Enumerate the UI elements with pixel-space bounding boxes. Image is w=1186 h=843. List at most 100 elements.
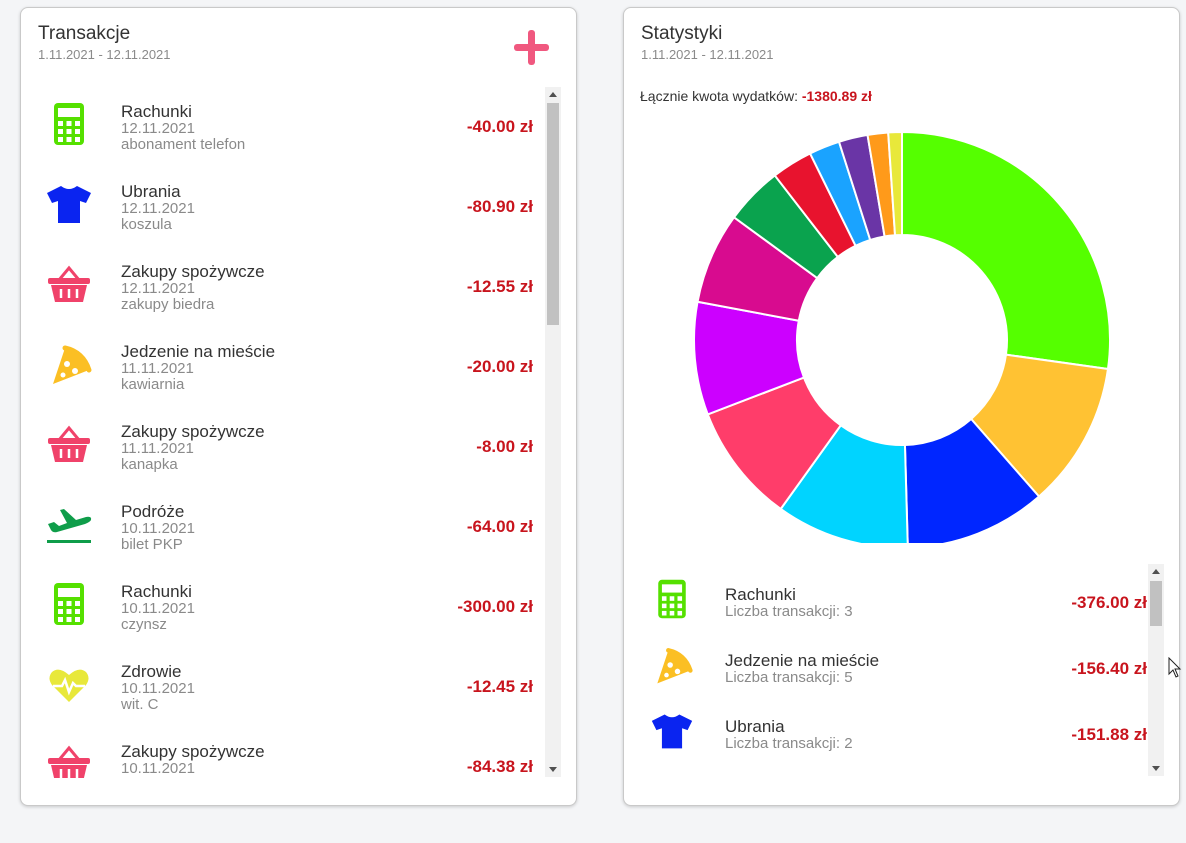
category-icon (650, 709, 694, 753)
basket-icon (48, 265, 90, 302)
category-name: Jedzenie na mieście (725, 651, 880, 670)
transaction-description: kanapka (121, 456, 178, 473)
total-expenses-value: -1380.89 zł (801, 88, 872, 104)
transactions-scrollbar[interactable] (545, 87, 561, 777)
transaction-category: Zakupy spożywcze (121, 262, 265, 281)
transaction-row[interactable]: Zakupy spożywcze 10.11.2021 -84.38 zł (21, 728, 544, 778)
transaction-category: Zdrowie (121, 662, 182, 681)
category-icon (45, 100, 93, 148)
transaction-category: Zakupy spożywcze (121, 742, 265, 761)
transaction-amount: -20.00 zł (466, 357, 533, 376)
category-icon (45, 660, 93, 708)
pizza-icon (53, 345, 92, 384)
transaction-date: 10.11.2021 (121, 520, 195, 537)
category-amount: -376.00 zł (1071, 593, 1147, 612)
basket-icon (48, 745, 90, 778)
transaction-amount: -64.00 zł (466, 517, 533, 536)
transaction-category: Jedzenie na mieście (121, 342, 276, 361)
transaction-date: 12.11.2021 (121, 280, 195, 297)
scroll-down-arrow[interactable] (1148, 760, 1164, 776)
heart-pulse-icon (49, 669, 89, 702)
transaction-category: Ubrania (121, 182, 181, 201)
transaction-category: Rachunki (121, 102, 192, 121)
category-icon (45, 500, 93, 548)
transaction-date: 10.11.2021 (121, 600, 195, 617)
transaction-description: abonament telefon (121, 136, 246, 153)
total-expenses: Łącznie kwota wydatków: -1380.89 zł (640, 88, 872, 104)
category-summary-list[interactable]: Rachunki Liczba transakcji: 3 -376.00 zł Je… (624, 564, 1147, 776)
transaction-category: Zakupy spożywcze (121, 422, 265, 441)
calculator-icon (54, 583, 84, 625)
category-scrollbar[interactable] (1148, 564, 1164, 776)
pizza-icon (657, 648, 693, 684)
transaction-amount: -40.00 zł (466, 117, 533, 136)
transaction-description: kawiarnia (121, 376, 185, 393)
transaction-row[interactable]: Ubrania 12.11.2021 koszula -80.90 zł (21, 168, 544, 248)
transaction-amount: -84.38 zł (466, 757, 533, 776)
tshirt-icon (651, 714, 693, 749)
transaction-row[interactable]: Rachunki 10.11.2021 czynsz -300.00 zł (21, 568, 544, 648)
transaction-row[interactable]: Zdrowie 10.11.2021 wit. C -12.45 zł (21, 648, 544, 728)
basket-icon (48, 425, 90, 462)
statistics-panel: Statystyki 1.11.2021 - 12.11.2021 Łączni… (623, 7, 1180, 806)
statistics-date-range: 1.11.2021 - 12.11.2021 (641, 47, 774, 62)
category-icon (45, 180, 93, 228)
expenses-donut-chart[interactable] (692, 123, 1112, 543)
donut-slice-3[interactable] (903, 417, 1041, 543)
transaction-row[interactable]: Rachunki 12.11.2021 abonament telefon -40.0… (21, 88, 544, 168)
transaction-description: zakupy biedra (121, 296, 215, 313)
scroll-thumb[interactable] (1150, 581, 1162, 626)
calculator-icon (54, 103, 84, 145)
transaction-date: 12.11.2021 (121, 200, 195, 217)
category-icon (650, 643, 694, 687)
transaction-description: bilet PKP (121, 536, 183, 553)
transaction-amount: -8.00 zł (476, 437, 533, 456)
airplane-icon (47, 509, 92, 543)
transactions-date-range: 1.11.2021 - 12.11.2021 (38, 47, 171, 62)
transaction-category: Podróże (121, 502, 185, 521)
transactions-title: Transakcje (38, 23, 131, 44)
mouse-cursor-icon (1168, 657, 1182, 678)
scroll-thumb[interactable] (547, 103, 559, 325)
total-expenses-label: Łącznie kwota wydatków: (640, 88, 802, 104)
transaction-row[interactable]: Zakupy spożywcze 12.11.2021 zakupy biedra -… (21, 248, 544, 328)
transaction-date: 10.11.2021 (121, 680, 195, 697)
category-summary-row[interactable]: Jedzenie na mieście Liczba transakcji: 5 -… (624, 630, 1147, 696)
transaction-row[interactable]: Podróże 10.11.2021 bilet PKP -64.00 zł (21, 488, 544, 568)
category-amount: -151.88 zł (1071, 725, 1147, 744)
category-summary-row[interactable]: Rachunki Liczba transakcji: 3 -376.00 zł (624, 564, 1147, 630)
category-icon (45, 340, 93, 388)
category-name: Rachunki (725, 585, 796, 604)
category-icon (45, 260, 93, 308)
scroll-up-arrow[interactable] (545, 87, 561, 103)
donut-slice-1[interactable] (901, 130, 1111, 371)
statistics-title: Statystyki (641, 23, 723, 44)
calculator-icon (658, 579, 686, 619)
transaction-description: wit. C (121, 696, 159, 713)
category-transaction-count: Liczba transakcji: 3 (725, 603, 853, 620)
scroll-down-arrow[interactable] (545, 761, 561, 777)
transaction-category: Rachunki (121, 582, 192, 601)
transaction-row[interactable]: Jedzenie na mieście 11.11.2021 kawiarnia -2… (21, 328, 544, 408)
category-name: Ubrania (725, 717, 785, 736)
category-summary-row[interactable]: Ubrania Liczba transakcji: 2 -151.88 zł (624, 696, 1147, 762)
transaction-amount: -80.90 zł (466, 197, 533, 216)
transaction-date: 11.11.2021 (121, 360, 194, 377)
transaction-description: koszula (121, 216, 172, 233)
category-transaction-count: Liczba transakcji: 2 (725, 735, 853, 752)
transactions-panel: Transakcje 1.11.2021 - 12.11.2021 Rachun… (20, 7, 577, 806)
transaction-amount: -12.55 zł (466, 277, 533, 296)
transaction-amount: -12.45 zł (466, 677, 533, 696)
scroll-up-arrow[interactable] (1148, 564, 1164, 580)
donut-slice-13[interactable] (887, 130, 903, 237)
transaction-date: 10.11.2021 (121, 760, 195, 777)
transactions-list[interactable]: Rachunki 12.11.2021 abonament telefon -40.0… (21, 88, 544, 778)
transaction-amount: -300.00 zł (457, 597, 533, 616)
category-icon (45, 420, 93, 468)
category-transaction-count: Liczba transakcji: 5 (725, 669, 853, 686)
transaction-date: 12.11.2021 (121, 120, 195, 137)
category-icon (650, 577, 694, 621)
add-transaction-button[interactable] (512, 28, 552, 68)
tshirt-icon (47, 186, 91, 223)
transaction-row[interactable]: Zakupy spożywcze 11.11.2021 kanapka -8.00 z… (21, 408, 544, 488)
